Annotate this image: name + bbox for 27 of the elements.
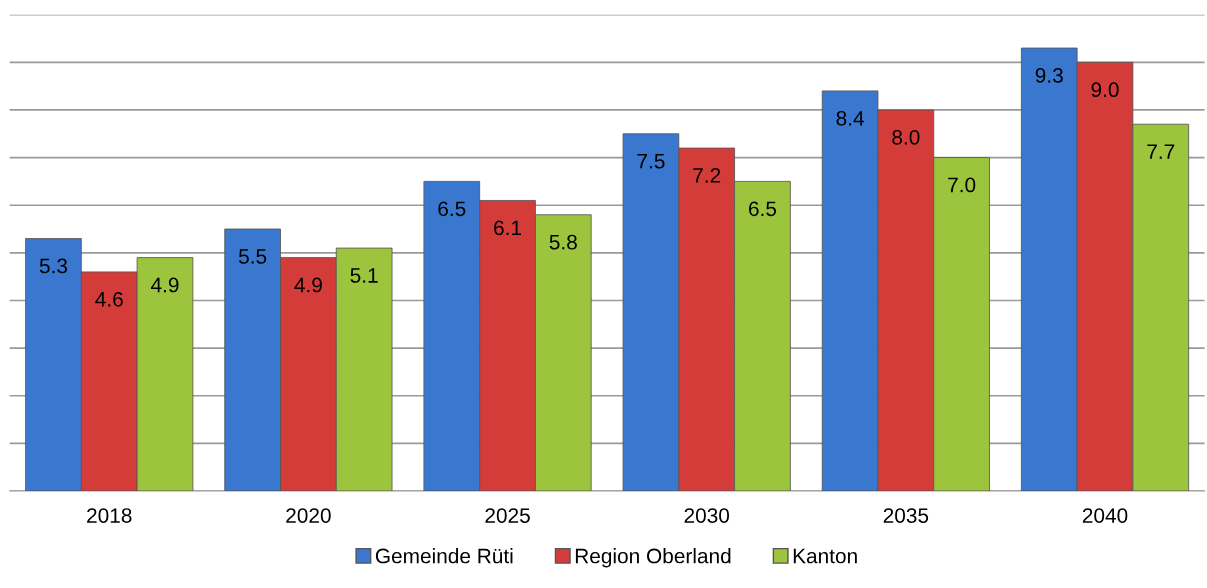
data-label: 5.5 xyxy=(238,249,267,264)
data-label: 4.6 xyxy=(95,291,123,307)
data-label: 4.9 xyxy=(151,277,179,293)
x-tick-label: 2040 xyxy=(1082,508,1128,523)
x-tick-label: 2025 xyxy=(485,508,530,523)
data-label: 8.0 xyxy=(892,129,920,145)
data-label: 6.5 xyxy=(749,201,777,217)
x-tick-label: 2020 xyxy=(286,508,331,523)
legend-label: Gemeinde Rüti xyxy=(375,548,513,564)
x-tick-label: 2018 xyxy=(87,508,132,523)
legend-label: Kanton xyxy=(793,548,857,564)
legend-label: Region Oberland xyxy=(575,548,731,568)
x-tick-label: 2030 xyxy=(684,508,730,523)
data-label: 9.0 xyxy=(1091,82,1119,98)
data-label: 5.8 xyxy=(549,234,577,250)
data-label: 7.0 xyxy=(948,177,976,193)
data-label: 6.5 xyxy=(438,201,466,217)
data-label: 7.5 xyxy=(637,154,665,169)
data-label: 7.7 xyxy=(1147,144,1175,159)
data-label: 6.1 xyxy=(494,220,522,236)
x-tick-label: 2035 xyxy=(883,508,929,523)
data-label: 4.9 xyxy=(294,277,322,293)
data-label: 9.3 xyxy=(1035,68,1063,83)
data-label: 5.1 xyxy=(350,268,378,283)
data-label: 5.3 xyxy=(39,258,68,274)
data-label: 8.4 xyxy=(836,110,864,126)
data-label: 7.2 xyxy=(693,168,721,183)
